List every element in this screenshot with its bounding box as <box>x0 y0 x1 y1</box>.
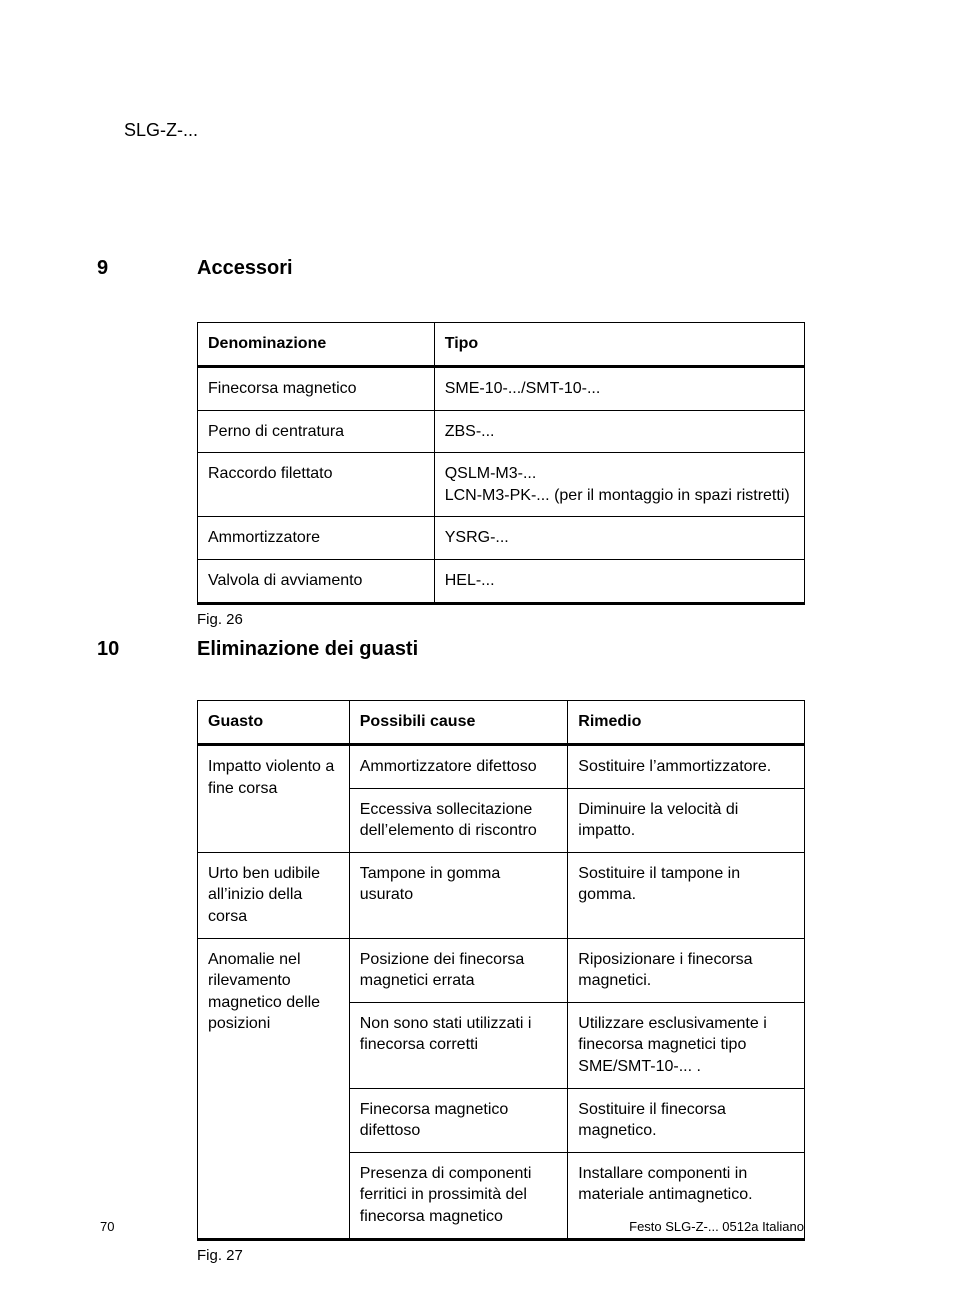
section-10-title: Eliminazione dei guasti <box>197 638 418 661</box>
table-header: Rimedio <box>568 701 805 745</box>
remedy-cell: Riposizionare i finecorsa magnetici. <box>568 938 805 1002</box>
product-header: SLG-Z-... <box>124 120 198 141</box>
accessories-table: DenominazioneTipoFinecorsa magneticoSME-… <box>197 322 805 605</box>
cause-cell: Posizione dei finecorsa magnetici errata <box>349 938 568 1002</box>
table-header: Possibili cause <box>349 701 568 745</box>
table-cell: Perno di centratura <box>198 410 435 453</box>
table-cell: Ammortizzatore <box>198 517 435 560</box>
fault-cell: Urto ben udibile all’inizio della corsa <box>198 852 350 938</box>
table-header: Tipo <box>434 323 804 367</box>
remedy-cell: Sostituire il finecorsa magnetico. <box>568 1088 805 1152</box>
table-cell: YSRG-... <box>434 517 804 560</box>
remedy-cell: Sostituire il tampone in gomma. <box>568 852 805 938</box>
table-cell: Valvola di avviamento <box>198 559 435 603</box>
table-header: Denominazione <box>198 323 435 367</box>
table-cell: HEL-... <box>434 559 804 603</box>
fig-26-caption: Fig. 26 <box>197 611 805 628</box>
section-9-heading: 9 Accessori <box>97 257 293 280</box>
troubleshooting-table: GuastoPossibili causeRimedio Impatto viol… <box>197 700 805 1241</box>
remedy-cell: Sostituire l’ammortizzatore. <box>568 745 805 789</box>
section-10-heading: 10 Eliminazione dei guasti <box>97 638 418 661</box>
cause-cell: Finecorsa magnetico difettoso <box>349 1088 568 1152</box>
cause-cell: Non sono stati utilizzati i finecorsa co… <box>349 1002 568 1088</box>
cause-cell: Ammortizzatore difettoso <box>349 745 568 789</box>
page-number: 70 <box>100 1219 114 1234</box>
section-9-number: 9 <box>97 257 197 280</box>
page: SLG-Z-... 9 Accessori DenominazioneTipoF… <box>0 0 954 1306</box>
cause-cell: Eccessiva sollecitazione dell’elemento d… <box>349 788 568 852</box>
section-10-number: 10 <box>97 638 197 661</box>
table-cell: SME-10-.../SMT-10-... <box>434 367 804 411</box>
remedy-cell: Diminuire la velocità di impatto. <box>568 788 805 852</box>
section-9-title: Accessori <box>197 257 293 280</box>
fig-27-caption: Fig. 27 <box>197 1247 805 1264</box>
remedy-cell: Utilizzare esclusivamente i finecorsa ma… <box>568 1002 805 1088</box>
accessories-block: DenominazioneTipoFinecorsa magneticoSME-… <box>197 322 805 628</box>
footer-meta: Festo SLG-Z-... 0512a Italiano <box>629 1219 804 1234</box>
table-cell: Finecorsa magnetico <box>198 367 435 411</box>
table-header: Guasto <box>198 701 350 745</box>
troubleshooting-block: GuastoPossibili causeRimedio Impatto viol… <box>197 700 805 1264</box>
cause-cell: Tampone in gomma usurato <box>349 852 568 938</box>
cause-cell: Presenza di componenti ferritici in pros… <box>349 1152 568 1239</box>
fault-cell: Anomalie nel rilevamento magnetico delle… <box>198 938 350 1239</box>
fault-cell: Impatto violento a fine corsa <box>198 745 350 853</box>
table-cell: Raccordo filettato <box>198 453 435 517</box>
table-cell: ZBS-... <box>434 410 804 453</box>
table-cell: QSLM-M3-...LCN-M3-PK-... (per il montagg… <box>434 453 804 517</box>
